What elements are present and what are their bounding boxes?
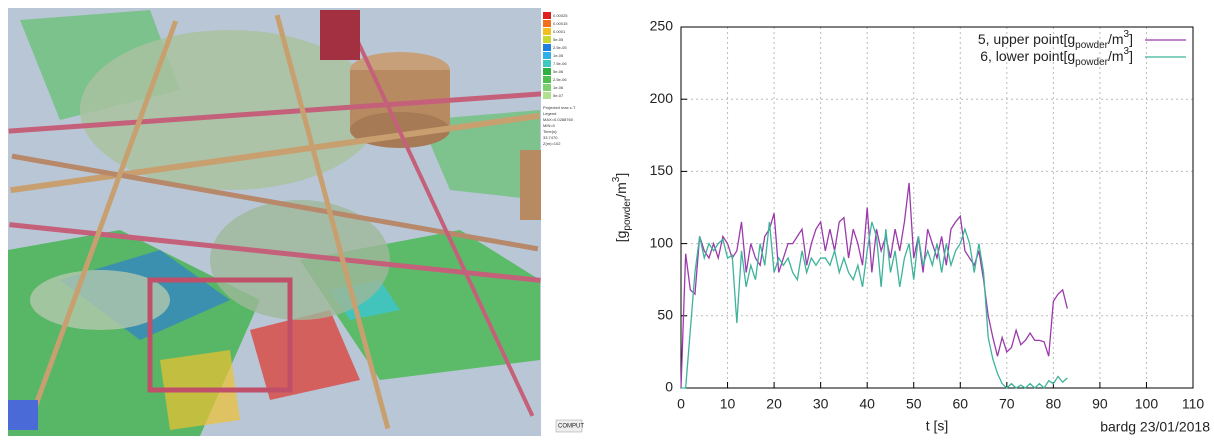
legend-value: 5e-05 [553,37,564,42]
x-tick-label: 30 [813,396,829,412]
unit-part: powder [1075,40,1108,51]
render-info: Z(m)=102 [543,141,561,146]
unit-part: [g [613,231,629,243]
x-tick-label: 110 [1182,396,1205,412]
legend-value: 1e-05 [553,53,564,58]
legend-value: 1e-06 [553,85,564,90]
legend-swatch [543,92,551,99]
y-tick-label: 150 [650,162,674,178]
x-tick-label: 100 [1135,396,1159,412]
legend-swatch [543,36,551,43]
legend-swatch [543,12,551,19]
plot-frame [681,27,1193,388]
x-tick-label: 0 [677,396,685,412]
legend-swatch [543,68,551,75]
legend-value: 5e-06 [553,69,564,74]
legend-swatch [543,76,551,83]
y-tick-label: 100 [650,234,674,250]
y-tick-label: 0 [665,379,673,395]
render-info: Legend [543,111,556,116]
page: 0.00025 0.00015 0.0001 5e-05 2.5e-05 1e-05 7.5… [0,0,1214,436]
x-tick-label: 90 [1092,396,1108,412]
unit-part: powder [622,197,633,230]
legend-value: 5e-07 [553,93,564,98]
y-tick-label: 250 [650,18,674,34]
x-tick-label: 60 [952,396,968,412]
x-tick-label: 40 [859,396,875,412]
render-info: Projected max c-T [543,105,576,110]
legend-swatch [543,20,551,27]
x-tick-label: 70 [999,396,1015,412]
legend-swatch [543,44,551,51]
legend-swatch [543,28,551,35]
unit-part: powder [1075,57,1108,68]
annotation: bardg 23/01/2018 [1100,419,1210,435]
chart: 0 50 100 150 200 250 0 10 20 30 40 50 60 70 80 90 100 110… [611,18,1210,435]
unit-part: [g [1063,48,1075,64]
logo: COMPUT [558,424,584,430]
y-axis-label: [gpowder/m3] [611,173,633,243]
x-tick-label: 20 [766,396,782,412]
legend-value: 0.0001 [553,29,566,34]
x-tick-label: 80 [1046,396,1062,412]
render-info: MIN=0 [543,123,556,128]
simulation-render: 0.00025 0.00015 0.0001 5e-05 2.5e-05 1e-05 7.5… [8,8,584,436]
legend-value: 0.00025 [553,13,568,18]
tank [520,150,542,220]
unit-part: /m [613,182,629,198]
render-info: MAX=0.0288760 [543,117,574,122]
legend-label: 6, lower point[gpowder/m3] [980,46,1133,68]
x-tick-label: 10 [720,396,736,412]
legend-swatch [543,52,551,59]
y-tick-label: 50 [657,307,673,323]
unit-part: ] [1129,31,1133,47]
equipment [320,10,360,60]
legend-name: 5, upper point [978,31,1064,47]
unit-part: ] [1129,48,1133,64]
legend-name: 6, lower point [980,48,1063,64]
legend-value: 2.5e-05 [553,45,567,50]
unit-part: /m [1108,31,1124,47]
axes-gizmo [8,400,38,430]
x-axis-label: t [s] [926,418,949,434]
render-info: 33.7470 [543,135,558,140]
render-info: Time(s): [543,129,558,134]
unit-part: /m [1108,48,1124,64]
x-tick-label: 50 [906,396,922,412]
legend-value: 0.00015 [553,21,568,26]
legend-swatch [543,84,551,91]
unit-part: ] [613,173,629,177]
y-tick-label: 200 [650,90,674,106]
unit-part: [g [1063,31,1075,47]
legend-value: 7.5e-06 [553,61,567,66]
legend-value: 2.5e-06 [553,77,567,82]
legend-swatch [543,60,551,67]
